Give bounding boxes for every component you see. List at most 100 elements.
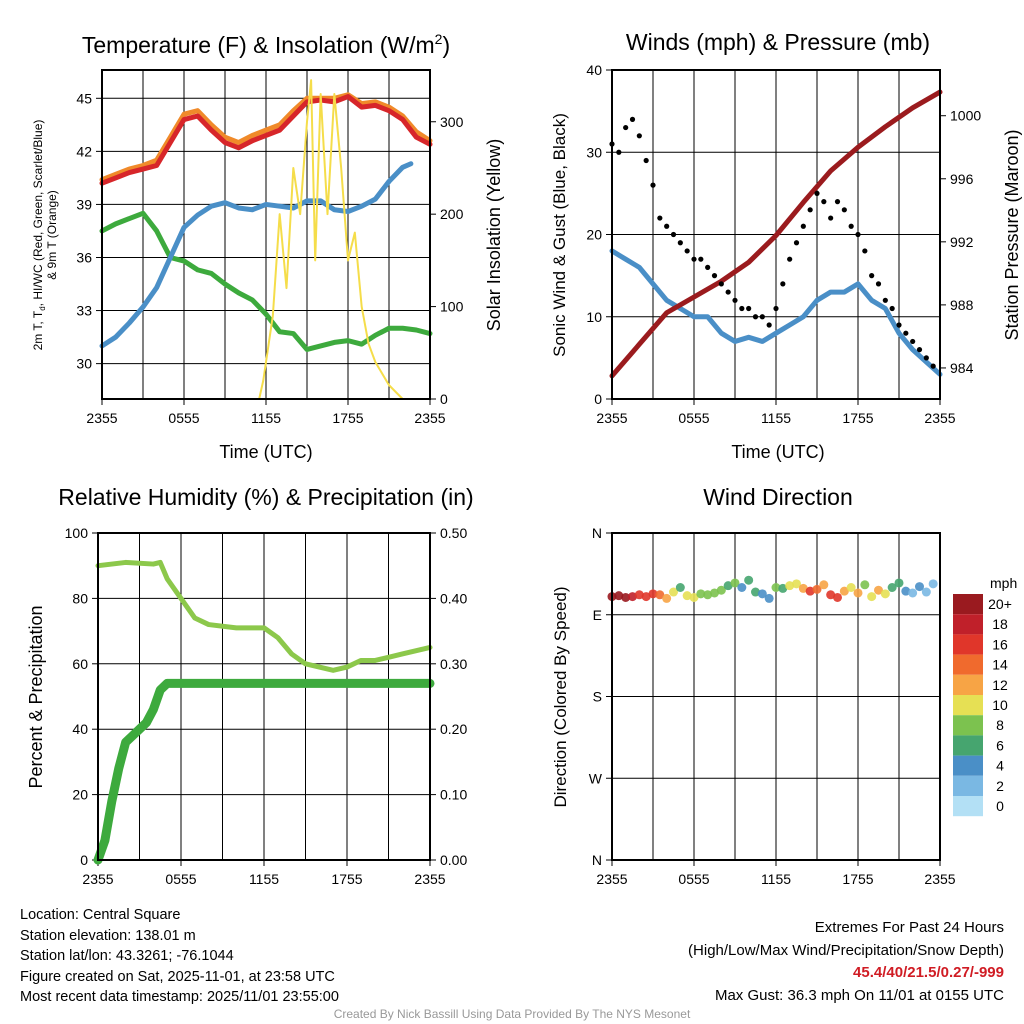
plot-area bbox=[609, 89, 943, 379]
x-tick-label: 0555 bbox=[678, 410, 709, 426]
x-tick-label: 0555 bbox=[678, 871, 709, 887]
gust-point bbox=[725, 289, 731, 295]
direction-point bbox=[894, 578, 904, 588]
winds-panel: Winds (mph) & Pressure (mb) Time (UTC) S… bbox=[550, 29, 1022, 462]
direction-point bbox=[682, 591, 692, 601]
x-tick-label: 1155 bbox=[251, 410, 281, 426]
extremes-title: Extremes For Past 24 Hours bbox=[814, 919, 1004, 936]
gust-point bbox=[821, 199, 827, 205]
direction-point bbox=[771, 583, 781, 592]
plot-frame bbox=[101, 69, 431, 400]
direction-point bbox=[785, 581, 795, 591]
y2-tick-label: 0.00 bbox=[440, 852, 467, 868]
y2-tick-label: 300 bbox=[440, 114, 464, 130]
grid bbox=[612, 533, 940, 860]
gust-point bbox=[910, 338, 916, 345]
y2-tick-label: 984 bbox=[950, 360, 974, 376]
direction-point bbox=[874, 585, 883, 595]
x-tick-label: 1755 bbox=[842, 410, 873, 426]
x-tick-label: 2355 bbox=[82, 871, 113, 887]
temperature-panel: Temperature (F) & Insolation (W/m2) Time… bbox=[31, 31, 504, 462]
max-gust: Max Gust: 36.3 mph On 11/01 at 0155 UTC bbox=[714, 986, 1004, 1004]
y2-tick-label: 988 bbox=[950, 297, 974, 313]
series-2m-t bbox=[99, 94, 433, 186]
series-insolation bbox=[101, 79, 431, 400]
direction-point bbox=[764, 593, 774, 603]
direction-point bbox=[628, 592, 637, 602]
series-wind bbox=[609, 248, 943, 377]
x-tick-label: 1155 bbox=[249, 871, 279, 887]
gust-point bbox=[896, 322, 902, 328]
y2-tick-label: 0.10 bbox=[440, 787, 467, 803]
y-tick-label: 100 bbox=[65, 525, 89, 541]
plot-frame bbox=[97, 532, 431, 861]
x-axis-label: Time (UTC) bbox=[731, 442, 824, 462]
direction-point bbox=[867, 592, 877, 602]
y-tick-label: N bbox=[592, 852, 602, 868]
direction-point bbox=[662, 593, 672, 603]
gust-point bbox=[643, 157, 649, 164]
direction-point bbox=[634, 590, 644, 600]
direction-point bbox=[730, 578, 740, 588]
gust-point bbox=[718, 281, 724, 287]
gust-point bbox=[650, 182, 656, 188]
x-tick-label: 2355 bbox=[86, 410, 117, 426]
panel-title: Wind Direction bbox=[703, 484, 853, 510]
direction-point bbox=[833, 592, 842, 602]
legend-swatch bbox=[953, 735, 983, 756]
legend-title: mph bbox=[990, 575, 1017, 591]
legend-swatch bbox=[953, 755, 983, 776]
y2-tick-label: 0.30 bbox=[440, 656, 467, 672]
direction-point bbox=[826, 590, 836, 600]
y2-tick-label: 996 bbox=[950, 171, 974, 187]
gust-point bbox=[930, 363, 936, 369]
gust-point bbox=[670, 231, 677, 238]
y-tick-label: 30 bbox=[76, 356, 92, 372]
gust-point bbox=[773, 305, 779, 312]
direction-point bbox=[846, 583, 856, 592]
y-tick-label: N bbox=[592, 525, 602, 541]
gust-point bbox=[616, 149, 622, 155]
lat-lon: Station lat/lon: 43.3261; -76.1044 bbox=[20, 948, 234, 964]
y-tick-label: 39 bbox=[76, 196, 92, 212]
y2-tick-label: 200 bbox=[440, 206, 464, 222]
x-tick-label: 2355 bbox=[924, 410, 955, 426]
y2-axis-label: Solar Insolation (Yellow) bbox=[484, 139, 504, 331]
legend-label: 20+ bbox=[988, 596, 1012, 612]
direction-point bbox=[689, 592, 699, 602]
gust-point bbox=[848, 223, 854, 229]
gust-point bbox=[698, 256, 704, 262]
y-tick-label: 0 bbox=[594, 391, 602, 407]
gust-point bbox=[841, 207, 847, 213]
x-tick-label: 2355 bbox=[414, 871, 445, 887]
direction-point bbox=[696, 589, 706, 599]
plot-frame bbox=[611, 69, 941, 400]
legend-swatch bbox=[953, 654, 983, 675]
direction-point bbox=[860, 580, 870, 590]
y2-tick-label: 992 bbox=[950, 234, 974, 250]
recent-data: Most recent data timestamp: 2025/11/01 2… bbox=[20, 989, 339, 1005]
humidity-panel: Relative Humidity (%) & Precipitation (i… bbox=[26, 484, 474, 887]
gust-point bbox=[636, 133, 642, 139]
grid bbox=[98, 532, 430, 861]
y-tick-label: 80 bbox=[72, 590, 88, 606]
gust-point bbox=[623, 124, 629, 131]
legend-label: 18 bbox=[992, 616, 1008, 632]
direction-point bbox=[723, 581, 733, 591]
y-axis-label: 2m T, Td, HI/WC (Red, Green, Scarlet/Blu… bbox=[31, 120, 47, 351]
x-tick-label: 1155 bbox=[761, 871, 791, 887]
legend-label: 6 bbox=[996, 737, 1004, 753]
plot-area bbox=[93, 559, 435, 865]
gust-point bbox=[711, 273, 718, 279]
gust-point bbox=[664, 223, 670, 229]
y-tick-label: 36 bbox=[76, 249, 92, 265]
x-tick-label: 1155 bbox=[761, 410, 791, 426]
gust-point bbox=[862, 248, 868, 254]
legend-label: 0 bbox=[996, 798, 1004, 814]
gust-point bbox=[882, 297, 888, 303]
legend-swatch bbox=[953, 674, 983, 695]
gust-point bbox=[903, 330, 909, 336]
gust-point bbox=[828, 215, 834, 221]
y2-tick-label: 0.50 bbox=[440, 525, 467, 541]
y-tick-label: 0 bbox=[80, 852, 88, 868]
